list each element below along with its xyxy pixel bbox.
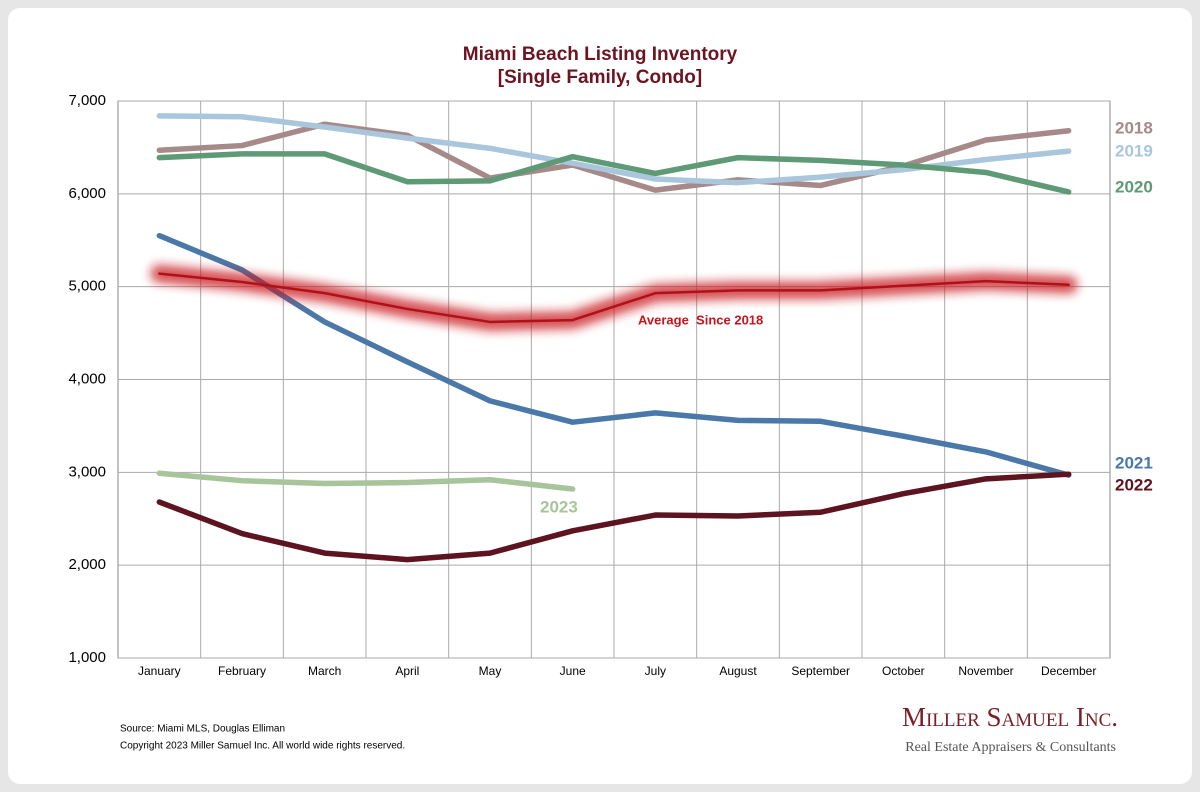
series-label: 2020 bbox=[1115, 177, 1153, 196]
series-label: 2022 bbox=[1115, 475, 1153, 494]
y-tick-label: 5,000 bbox=[68, 278, 106, 295]
x-tick-label: June bbox=[560, 664, 586, 678]
series-line bbox=[156, 232, 1072, 478]
x-tick-label: January bbox=[138, 664, 181, 678]
y-tick-label: 1,000 bbox=[68, 649, 106, 666]
x-tick-label: February bbox=[218, 664, 266, 678]
chart-subtitle: [Single Family, Condo] bbox=[498, 67, 702, 88]
series-line bbox=[156, 470, 576, 492]
copyright-note: Copyright 2023 Miller Samuel Inc. All wo… bbox=[120, 741, 405, 752]
series-label: 2023 bbox=[540, 497, 578, 516]
x-tick-label: September bbox=[791, 664, 850, 678]
x-tick-label: November bbox=[958, 664, 1013, 678]
source-note: Source: Miami MLS, Douglas Elliman bbox=[120, 724, 285, 735]
x-tick-label: December bbox=[1041, 664, 1096, 678]
x-tick-label: August bbox=[719, 664, 757, 678]
series-line bbox=[158, 272, 1070, 324]
x-tick-label: March bbox=[308, 664, 341, 678]
tagline: Real Estate Appraisers & Consultants bbox=[905, 740, 1116, 755]
x-tick-label: April bbox=[395, 664, 419, 678]
card bbox=[8, 8, 1192, 784]
series-line bbox=[156, 151, 1072, 195]
x-tick-label: October bbox=[882, 664, 925, 678]
series-label: 2019 bbox=[1115, 141, 1153, 160]
series-label: 2021 bbox=[1115, 453, 1153, 472]
chart-title: Miami Beach Listing Inventory bbox=[463, 44, 738, 65]
y-tick-label: 4,000 bbox=[68, 370, 106, 387]
y-tick-label: 6,000 bbox=[68, 185, 106, 202]
series-label: 2018 bbox=[1115, 118, 1153, 137]
x-tick-label: May bbox=[479, 664, 502, 678]
y-tick-label: 2,000 bbox=[68, 556, 106, 573]
series-label: Average Since 2018 bbox=[638, 312, 763, 327]
logo: Miller Samuel Inc. bbox=[902, 702, 1118, 732]
y-tick-label: 7,000 bbox=[68, 92, 106, 109]
series-line bbox=[156, 471, 1072, 563]
y-tick-label: 3,000 bbox=[68, 463, 106, 480]
x-tick-label: July bbox=[645, 664, 666, 678]
